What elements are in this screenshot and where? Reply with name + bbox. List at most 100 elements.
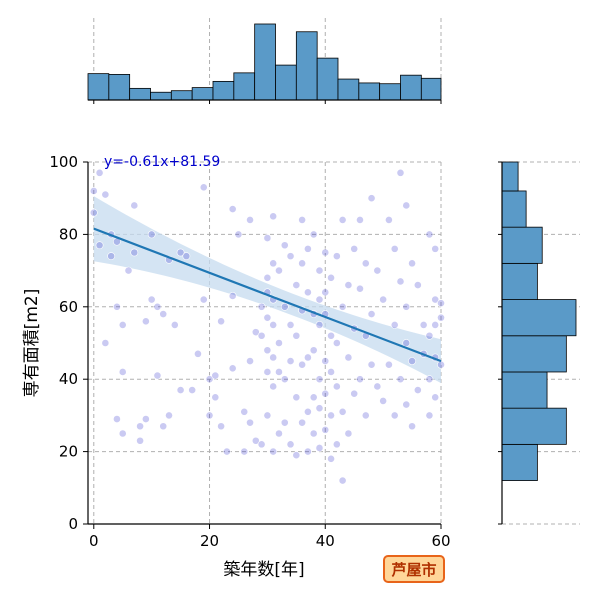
scatter-point xyxy=(356,284,364,293)
scatter-point xyxy=(437,313,445,322)
scatter-point xyxy=(101,190,110,199)
x-hist-bar xyxy=(108,74,131,101)
city-badge-label: 芦屋市 xyxy=(391,561,436,579)
scatter-point xyxy=(309,429,318,438)
y-axis-title: 専有面積[m2] xyxy=(22,289,42,398)
scatter-point xyxy=(251,328,260,337)
scatter-point xyxy=(315,444,324,452)
scatter-point xyxy=(222,447,231,456)
scatter-point xyxy=(390,411,399,420)
scatter-point xyxy=(361,411,370,420)
scatter-point xyxy=(379,397,388,405)
scatter-point xyxy=(280,375,289,384)
scatter-point xyxy=(338,302,347,311)
scatter-point xyxy=(113,302,121,311)
scatter-point xyxy=(396,277,405,286)
scatter-point xyxy=(304,407,312,416)
scatter-point xyxy=(269,259,278,268)
y-hist-bar xyxy=(501,262,538,300)
scatter-point xyxy=(309,393,318,402)
scatter-point xyxy=(118,429,127,438)
scatter-point xyxy=(130,248,139,257)
scatter-point xyxy=(425,375,434,384)
scatter-point xyxy=(199,183,208,192)
scatter-point xyxy=(269,382,278,391)
scatter-point xyxy=(304,447,312,456)
scatter-point xyxy=(338,216,347,224)
scatter-point xyxy=(113,415,121,423)
y-hist-bar xyxy=(501,299,577,337)
scatter-point xyxy=(361,259,370,268)
scatter-point xyxy=(286,320,295,329)
scatter-point xyxy=(356,216,364,224)
scatter-point xyxy=(431,295,440,304)
scatter-point xyxy=(379,295,388,304)
scatter-point xyxy=(425,331,434,340)
scatter-point xyxy=(257,302,266,311)
scatter-point xyxy=(425,230,434,239)
y-hist-bar xyxy=(501,161,519,192)
scatter-point xyxy=(309,230,318,239)
y-tick-label: 20 xyxy=(59,443,78,461)
scatter-point xyxy=(251,436,260,445)
y-hist-bar xyxy=(501,443,538,481)
scatter-point xyxy=(280,241,289,250)
scatter-point xyxy=(275,429,283,438)
scatter-point xyxy=(350,244,359,253)
scatter-point xyxy=(367,360,376,369)
scatter-point xyxy=(136,436,144,445)
y-hist-bar xyxy=(501,226,543,264)
x-hist-bar xyxy=(275,64,297,101)
scatter-point xyxy=(327,273,335,282)
scatter-point xyxy=(194,349,202,358)
scatter-point xyxy=(315,320,324,329)
scatter-point xyxy=(228,205,237,213)
scatter-point xyxy=(275,266,283,275)
scatter-point xyxy=(315,404,324,413)
scatter-point xyxy=(321,248,330,257)
scatter-point xyxy=(425,411,434,420)
scatter-point xyxy=(350,389,359,398)
scatter-point xyxy=(95,241,104,250)
scatter-point xyxy=(315,375,324,384)
scatter-point xyxy=(338,407,347,416)
scatter-point xyxy=(327,454,335,463)
scatter-point xyxy=(170,320,179,329)
scatter-point xyxy=(280,418,289,427)
scatter-point xyxy=(298,418,307,427)
scatter-point xyxy=(205,375,214,384)
scatter-point xyxy=(246,216,254,224)
scatter-point xyxy=(159,310,168,318)
scatter-point xyxy=(419,320,428,329)
scatter-point xyxy=(118,368,127,376)
scatter-point xyxy=(234,230,243,239)
x-histogram xyxy=(87,23,442,101)
x-hist-bar xyxy=(254,23,276,101)
confidence-band-area xyxy=(93,196,441,384)
scatter-point xyxy=(107,252,116,261)
scatter-point xyxy=(136,422,144,431)
scatter-point xyxy=(263,313,272,322)
x-hist-bar xyxy=(212,80,235,101)
scatter-point xyxy=(124,266,133,275)
scatter-point xyxy=(338,476,347,485)
x-hist-bar xyxy=(233,72,256,101)
x-axis-title: 築年数[年] xyxy=(223,560,304,580)
scatter-point xyxy=(130,201,139,210)
x-hist-bar xyxy=(87,73,110,101)
scatter-point xyxy=(332,339,341,347)
scatter-point xyxy=(211,393,220,402)
scatter-point xyxy=(396,168,405,177)
x-hist-bar xyxy=(358,82,381,101)
x-hist-bar xyxy=(400,74,422,101)
scatter-point xyxy=(298,216,307,224)
scatter-point xyxy=(321,288,330,297)
scatter-point xyxy=(332,440,341,449)
x-tick-label: 40 xyxy=(316,532,335,550)
scatter-point xyxy=(431,320,440,329)
scatter-point xyxy=(408,422,416,431)
scatter-point xyxy=(431,393,440,402)
scatter-point xyxy=(292,331,301,340)
scatter-point xyxy=(147,295,156,304)
